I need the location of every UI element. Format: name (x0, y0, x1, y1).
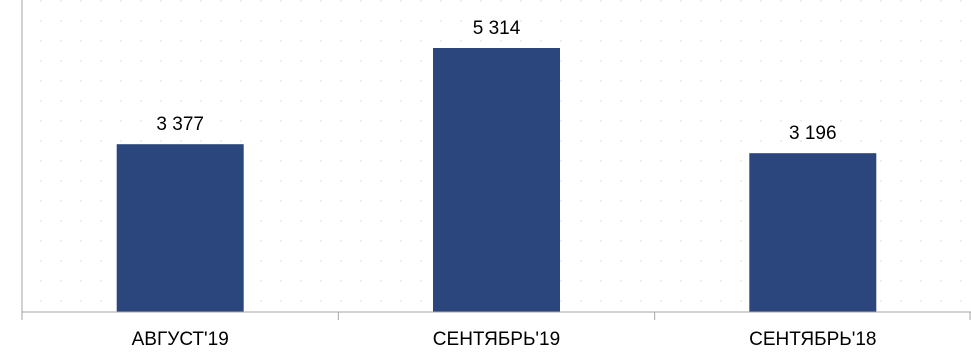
data-label-3: 3 196 (789, 123, 837, 144)
data-labels-group: 3 377 5 314 3 196 (156, 18, 836, 144)
bar-1 (116, 144, 244, 312)
bar-2 (433, 48, 560, 312)
data-label-2: 5 314 (473, 18, 521, 39)
bars-group (116, 48, 877, 312)
x-tick-labels-group: АВГУСТ'19 СЕНТЯБРЬ'19 СЕНТЯБРЬ'18 (132, 329, 877, 350)
x-tick-label-1: АВГУСТ'19 (132, 329, 229, 350)
bar-3 (749, 153, 877, 312)
x-tick-label-3: СЕНТЯБРЬ'18 (749, 329, 876, 350)
data-label-1: 3 377 (156, 114, 204, 135)
x-tick-label-2: СЕНТЯБРЬ'19 (433, 329, 560, 350)
axes-group (21, 0, 971, 320)
